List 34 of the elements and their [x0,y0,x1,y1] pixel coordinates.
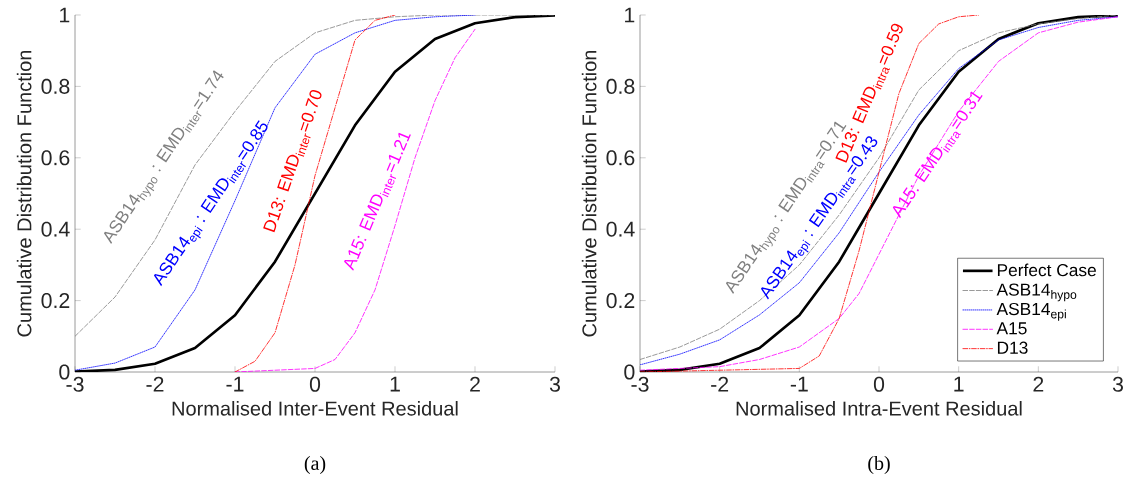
x-tick-label: 2 [470,376,480,392]
x-tick-label: 0 [873,376,885,392]
y-axis-title: Cumulative Distribution Function [16,50,32,337]
x-tick-label: -2 [711,376,729,392]
x-tick-label: -1 [790,376,808,392]
legend-label: ASB14$_{epi}$ [996,302,1066,321]
text: (a) [304,455,326,475]
x-tick-label: 3 [1112,376,1123,392]
legend-label: A15 [996,322,1027,335]
legend-label: D13 [997,341,1028,354]
x-tick-label: 1 [954,376,964,392]
y-tick-label: 0.6 [41,150,70,166]
legend-label: ASB14$_{hypo}$ [996,283,1077,302]
y-tick-label: 1 [60,7,70,23]
x-tick-label: 0 [309,376,321,392]
x-tick-label: 2 [1033,376,1044,392]
y-axis-title: Cumulative Distribution Function [581,50,597,337]
x-tick-label: -2 [146,376,164,392]
x-tick-label: 1 [390,376,400,392]
y-tick-label: 1 [625,7,635,23]
y-tick-label: 0.8 [41,78,70,94]
legend-label: Perfect Case [997,263,1096,277]
x-axis-title: Normalised Inter-Event Residual [172,400,458,416]
y-tick-label: 0.2 [41,293,70,309]
annotation: A15: EMD$_{inter}$=1.21 [344,132,411,271]
y-tick-label: 0.6 [606,150,635,166]
y-tick-label: 0.4 [606,221,635,237]
y-tick-label: 0.4 [41,221,70,237]
text: (b) [868,455,890,475]
y-tick-label: 0.2 [606,293,635,309]
x-axis-title: Normalised Intra-Event Residual [736,400,1022,416]
y-tick-label: 0.8 [606,78,635,94]
x-tick-label: -1 [226,376,244,392]
x-tick-label: 3 [549,376,560,392]
